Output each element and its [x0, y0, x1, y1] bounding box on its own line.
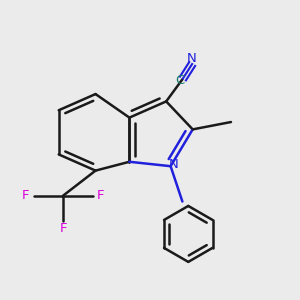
- Text: F: F: [97, 189, 105, 202]
- Text: F: F: [59, 222, 67, 236]
- Text: C: C: [176, 74, 185, 87]
- Text: F: F: [22, 189, 29, 202]
- Text: N: N: [169, 158, 178, 171]
- Text: N: N: [186, 52, 196, 65]
